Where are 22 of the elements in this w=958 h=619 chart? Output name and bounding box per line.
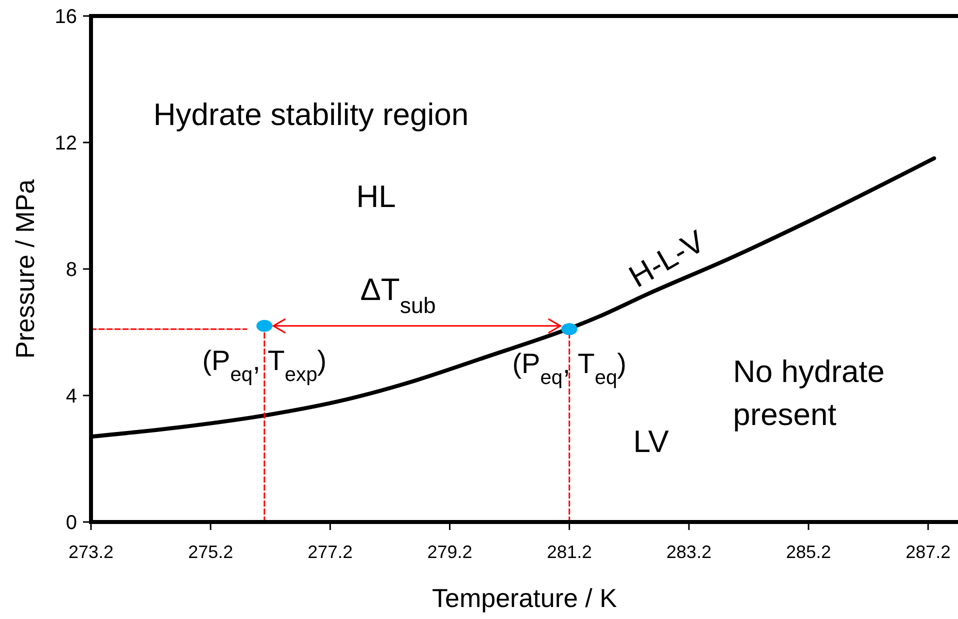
y-tick-label: 12: [54, 132, 77, 154]
y-tick-label: 0: [66, 512, 77, 534]
x-tick-label: 287.2: [906, 542, 951, 562]
x-tick-label: 281.2: [546, 542, 592, 562]
annotation: No hydrate present: [733, 354, 885, 432]
x-tick-label: 273.2: [68, 542, 114, 562]
y-axis-title: Pressure / MPa: [10, 178, 40, 359]
x-tick-label: 277.2: [308, 542, 353, 562]
annotation: (P$_{eq}$, T$_{eq}$): [512, 348, 627, 390]
annotation: LV: [633, 424, 670, 459]
x-tick-label: 283.2: [666, 542, 712, 562]
annotation: HL: [356, 179, 396, 214]
x-tick-label: 275.2: [188, 542, 234, 562]
x-tick-label: 285.2: [786, 542, 832, 562]
y-tick-label: 16: [54, 6, 77, 28]
x-tick-label: 279.2: [427, 542, 472, 562]
y-tick-label: 4: [66, 386, 77, 408]
annotation: (P$_{eq}$, T$_{exp}$): [202, 344, 327, 386]
annotation: ΔT$_{sub}$: [360, 272, 436, 318]
annotation: Hydrate stability region: [153, 97, 469, 132]
x-axis-title: Temperature / K: [432, 583, 618, 613]
y-tick-label: 8: [66, 259, 77, 281]
